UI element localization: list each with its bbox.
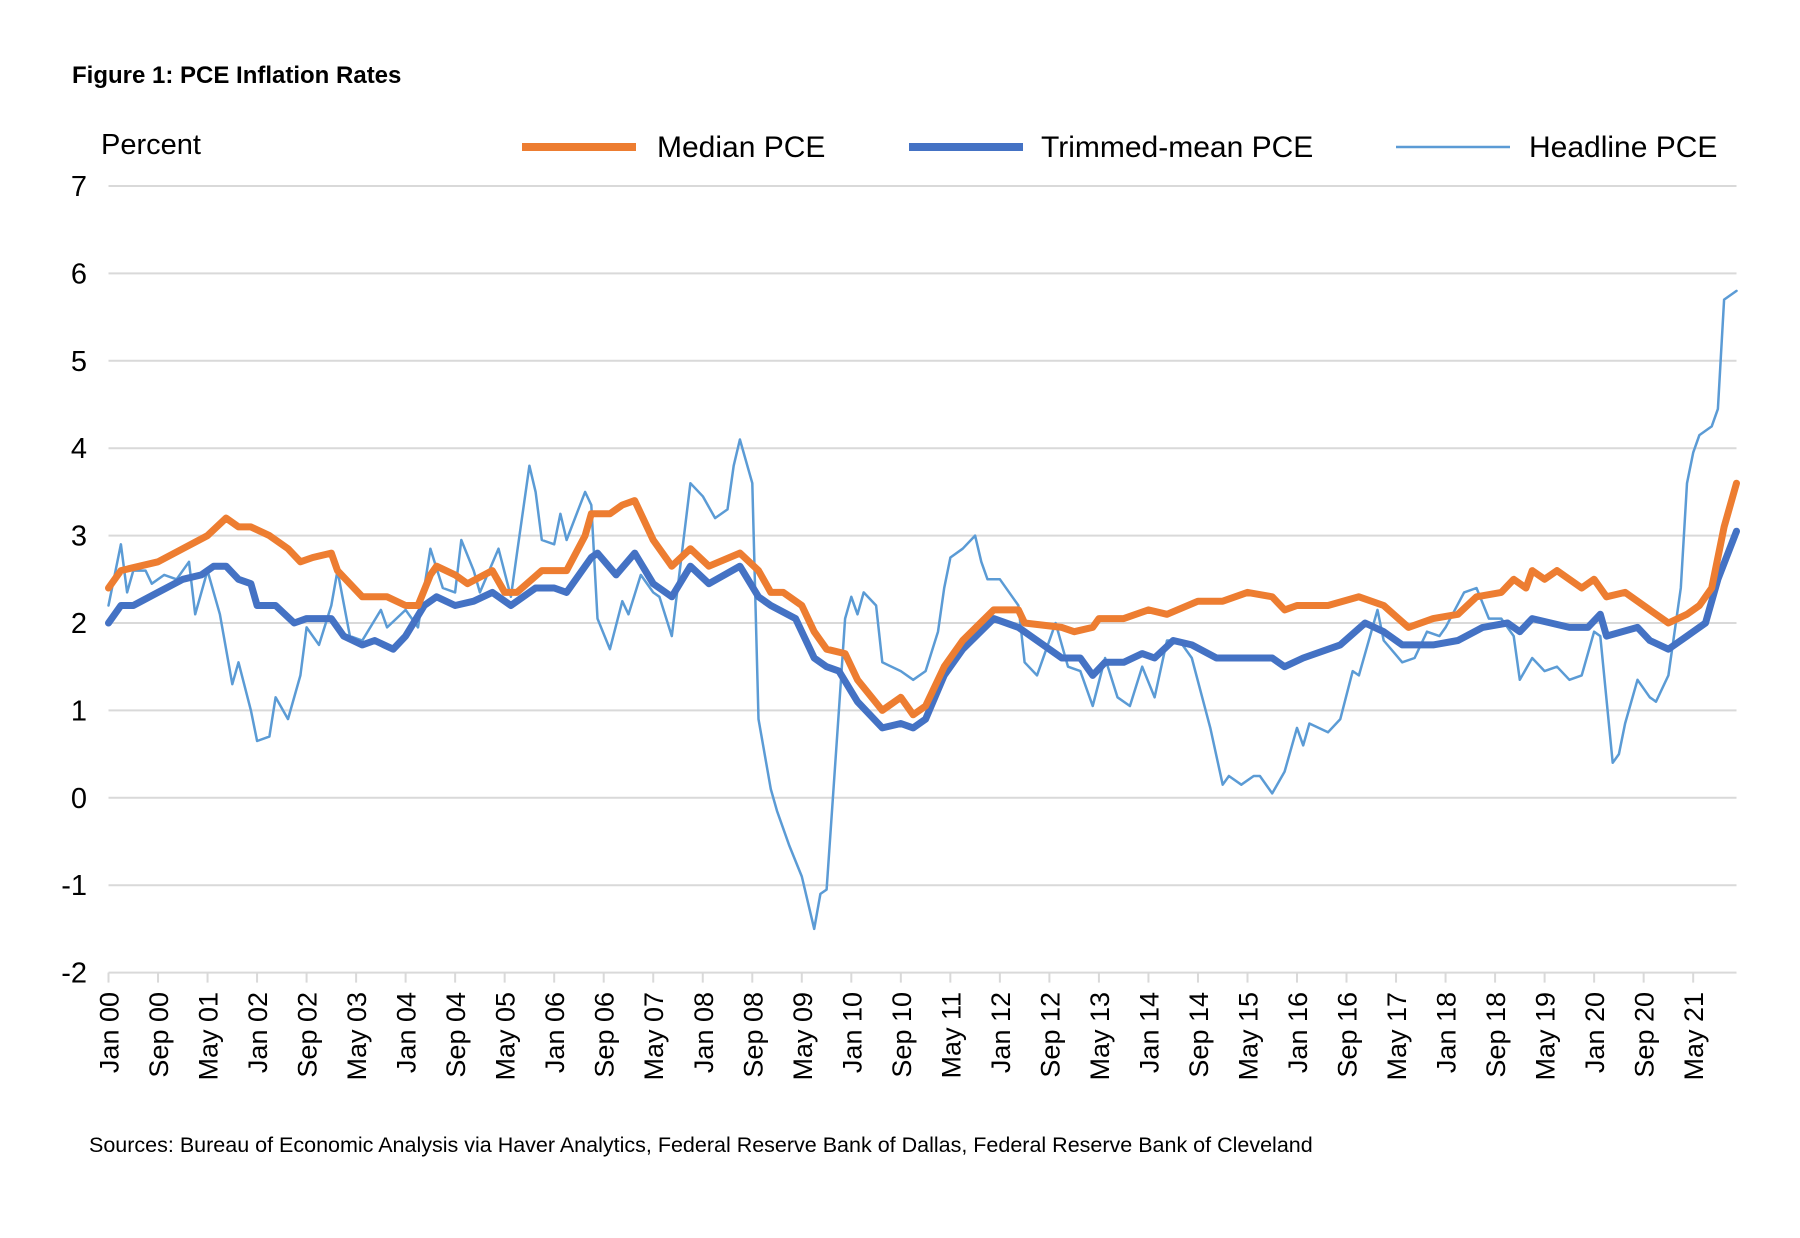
y-tick-label: 6 — [71, 258, 87, 290]
series-line-median-pce — [105, 479, 1740, 719]
x-tick-label: Jan 20 — [1580, 992, 1610, 1073]
y-axis-label: Percent — [101, 129, 201, 161]
x-tick-label: May 05 — [491, 992, 521, 1081]
x-tick-label: Sep 06 — [590, 992, 620, 1078]
y-tick-label: 1 — [71, 695, 87, 727]
x-tick-label: Jan 02 — [243, 992, 273, 1073]
x-tick-label: Sep 16 — [1333, 992, 1363, 1078]
x-tick-label: May 07 — [639, 992, 669, 1081]
x-tick-label: May 09 — [788, 992, 818, 1081]
y-tick-label: 0 — [71, 783, 87, 815]
x-tick-label: May 03 — [342, 992, 372, 1081]
x-tick-label: May 13 — [1085, 992, 1115, 1081]
y-tick-label: -1 — [61, 870, 87, 902]
x-tick-label: May 17 — [1382, 992, 1412, 1081]
gridlines — [108, 185, 1737, 974]
x-tick-label: Jan 16 — [1283, 992, 1313, 1073]
x-tick-label: Sep 20 — [1630, 992, 1660, 1078]
x-tick-label: Sep 12 — [1035, 992, 1065, 1078]
x-tick-label: Sep 00 — [144, 992, 174, 1078]
series-lines — [105, 289, 1740, 931]
x-tick-label: May 21 — [1679, 992, 1709, 1081]
x-tick-label: Jan 12 — [986, 992, 1016, 1073]
x-tick-label: Jan 18 — [1432, 992, 1462, 1073]
y-tick-label: -2 — [61, 958, 87, 990]
x-tick-label: Sep 14 — [1184, 992, 1214, 1078]
x-tick-label: Jan 04 — [392, 992, 422, 1073]
legend-label-median: Median PCE — [657, 131, 825, 164]
x-tick-label: Sep 02 — [293, 992, 323, 1078]
series-line-trimmed-mean-pce — [105, 527, 1740, 732]
y-tick-label: 3 — [71, 521, 87, 553]
x-tick-label: Sep 10 — [887, 992, 917, 1078]
x-tick-label: Sep 08 — [738, 992, 768, 1078]
y-axis-ticks: -2 -1 0 1 2 3 4 5 6 7 — [61, 171, 87, 990]
x-tick-label: Jan 14 — [1134, 992, 1164, 1073]
x-tick-label: May 19 — [1531, 992, 1561, 1081]
chart-title: Figure 1: PCE Inflation Rates — [72, 62, 401, 89]
y-tick-label: 4 — [71, 433, 87, 465]
legend: Median PCE Trimmed-mean PCE Headline PCE — [522, 131, 1717, 164]
x-tick-label: Sep 18 — [1481, 992, 1511, 1078]
x-tick-label: Jan 06 — [540, 992, 570, 1073]
source-note: Sources: Bureau of Economic Analysis via… — [89, 1133, 1313, 1157]
legend-label-trimmed-mean: Trimmed-mean PCE — [1041, 131, 1313, 164]
y-tick-label: 7 — [71, 171, 87, 203]
x-tick-label: May 01 — [194, 992, 224, 1081]
series-line-headline-pce — [107, 289, 1738, 931]
x-tick-label: May 15 — [1233, 992, 1263, 1081]
x-tick-label: Sep 04 — [441, 992, 471, 1078]
x-tick-label: Jan 00 — [95, 992, 125, 1073]
y-tick-label: 2 — [71, 608, 87, 640]
y-tick-label: 5 — [71, 346, 87, 378]
x-tick-label: Jan 10 — [837, 992, 867, 1073]
legend-label-headline: Headline PCE — [1529, 131, 1717, 164]
x-tick-label: May 11 — [936, 992, 966, 1079]
x-axis: Jan 00 Sep 00 May 01 Jan 02 Sep 02 May 03 Jan … — [95, 972, 1709, 1081]
x-tick-label: Jan 08 — [689, 992, 719, 1073]
